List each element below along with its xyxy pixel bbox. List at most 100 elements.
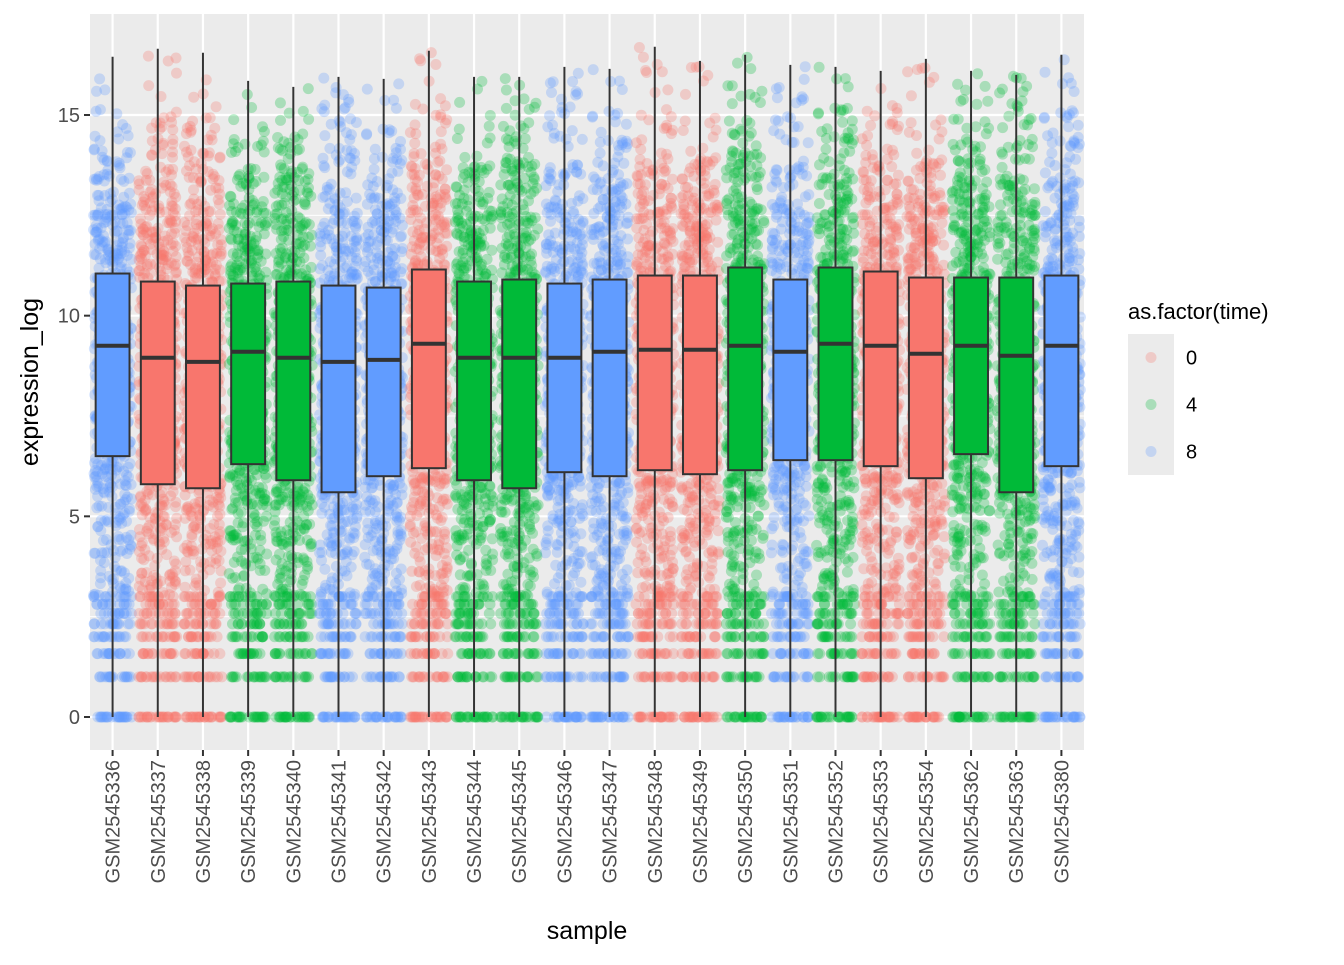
jitter-point <box>124 506 135 517</box>
jitter-point <box>168 238 179 249</box>
jitter-point <box>190 648 201 659</box>
jitter-point <box>411 243 422 254</box>
jitter-point <box>351 236 362 247</box>
jitter-point <box>224 568 235 579</box>
jitter-point <box>372 631 383 642</box>
jitter-point <box>409 631 420 642</box>
jitter-point <box>105 671 116 682</box>
jitter-point <box>326 547 337 558</box>
jitter-point <box>350 221 361 232</box>
jitter-point <box>134 179 145 190</box>
jitter-point <box>319 130 330 141</box>
jitter-point <box>136 568 147 579</box>
jitter-point <box>342 166 353 177</box>
jitter-point <box>271 499 282 510</box>
jitter-point <box>303 83 314 94</box>
jitter-point <box>393 671 404 682</box>
jitter-point <box>421 631 432 642</box>
jitter-point <box>189 156 200 167</box>
jitter-point <box>199 251 210 262</box>
jitter-point <box>275 115 286 126</box>
jitter-point <box>143 80 154 91</box>
jitter-point <box>138 648 149 659</box>
jitter-point <box>340 187 351 198</box>
jitter-point <box>441 164 452 175</box>
jitter-point <box>124 648 135 659</box>
jitter-point <box>213 218 224 229</box>
jitter-point <box>276 258 287 269</box>
jitter-point <box>91 106 102 117</box>
jitter-point <box>342 570 353 581</box>
jitter-point <box>123 229 134 240</box>
jitter-point <box>319 162 330 173</box>
jitter-point <box>299 570 310 581</box>
jitter-point <box>261 473 272 484</box>
jitter-point <box>410 183 421 194</box>
jitter-point <box>155 270 166 281</box>
jitter-point <box>411 581 422 592</box>
jitter-point <box>97 146 108 157</box>
jitter-point <box>430 59 441 70</box>
jitter-point <box>415 55 426 66</box>
jitter-point <box>215 578 226 589</box>
jitter-point <box>298 553 309 564</box>
jitter-point <box>386 264 397 275</box>
jitter-point <box>120 578 131 589</box>
jitter-point <box>195 522 206 533</box>
jitter-point <box>396 608 407 619</box>
jitter-point <box>195 496 206 507</box>
jitter-point <box>279 671 290 682</box>
jitter-point <box>204 147 215 158</box>
jitter-point <box>294 608 305 619</box>
jitter-point <box>105 464 116 475</box>
jitter-point <box>361 129 372 140</box>
jitter-point <box>196 175 207 186</box>
jitter-point <box>406 566 417 577</box>
jitter-point <box>372 520 383 531</box>
jitter-point <box>116 257 127 268</box>
jitter-point <box>146 149 157 160</box>
jitter-point <box>345 153 356 164</box>
jitter-point <box>422 648 433 659</box>
jitter-point <box>294 213 305 224</box>
jitter-point <box>294 535 305 546</box>
jitter-point <box>345 113 356 124</box>
jitter-point <box>207 173 218 184</box>
jitter-point <box>240 258 251 269</box>
jitter-point <box>138 631 149 642</box>
jitter-point <box>212 631 223 642</box>
jitter-point <box>188 92 199 103</box>
jitter-point <box>393 78 404 89</box>
jitter-point <box>342 516 353 527</box>
jitter-point <box>105 648 116 659</box>
jitter-point <box>331 712 342 723</box>
jitter-point <box>92 210 103 221</box>
jitter-point <box>142 608 153 619</box>
jitter-point <box>121 152 132 163</box>
jitter-point <box>251 266 262 277</box>
jitter-point <box>275 568 286 579</box>
jitter-point <box>392 529 403 540</box>
jitter-point <box>345 587 356 598</box>
jitter-point <box>202 671 213 682</box>
jitter-point <box>185 259 196 270</box>
jitter-point <box>349 712 360 723</box>
jitter-point <box>323 225 334 236</box>
jitter-point <box>286 562 297 573</box>
jitter-point <box>94 263 105 274</box>
jitter-point <box>442 648 453 659</box>
jitter-point <box>202 134 213 145</box>
jitter-point <box>371 247 382 258</box>
jitter-point <box>430 142 441 153</box>
jitter-point <box>184 199 195 210</box>
jitter-point <box>297 579 308 590</box>
jitter-point <box>367 584 378 595</box>
jitter-point <box>257 482 268 493</box>
jitter-point <box>351 618 362 629</box>
jitter-point <box>343 94 354 105</box>
jitter-point <box>344 671 355 682</box>
jitter-point <box>211 553 222 564</box>
jitter-point <box>115 566 126 577</box>
jitter-point <box>102 156 113 167</box>
jitter-point <box>213 587 224 598</box>
